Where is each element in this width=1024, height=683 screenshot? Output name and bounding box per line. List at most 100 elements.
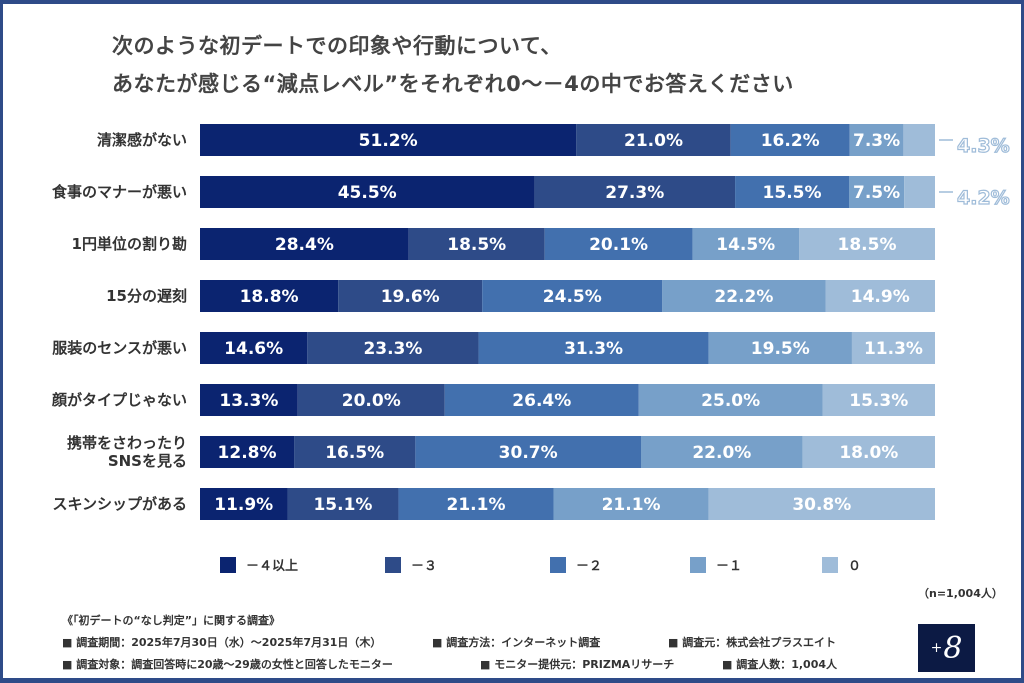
data-label: 16.2% — [761, 131, 820, 151]
survey-source: ■ 調査元：株式会社プラスエイト — [668, 636, 837, 649]
data-label: 25.0% — [701, 391, 760, 411]
bar-segment — [534, 176, 736, 208]
bar-segment — [200, 280, 339, 312]
category-label: 顔がタイプじゃない — [51, 391, 187, 409]
data-label: 7.5% — [853, 183, 900, 203]
chart-title-line1: 次のような初デートでの印象や行動について、 — [112, 34, 562, 58]
sample-size: （n=1,004人） — [918, 587, 1003, 600]
bar-segment — [849, 176, 905, 208]
data-label: 22.2% — [714, 287, 773, 307]
category-label: SNSを見る — [108, 452, 187, 470]
data-label: 18.0% — [839, 443, 898, 463]
category-label: スキンシップがある — [52, 495, 187, 513]
bar-segment — [307, 332, 479, 364]
footer-heading: 《「初デートの“なし判定”」に関する調査》 — [62, 614, 280, 627]
legend-label: ０ — [848, 559, 861, 574]
bar-segment — [294, 436, 416, 468]
data-label: 14.6% — [224, 339, 283, 359]
data-label: 19.6% — [381, 287, 440, 307]
bar-segment — [576, 124, 731, 156]
bar-segment — [200, 124, 577, 156]
survey-method: ■ 調査方法：インターネット調査 — [432, 636, 601, 649]
legend-swatch — [690, 557, 706, 573]
data-label: 28.4% — [275, 235, 334, 255]
bar-segment — [730, 124, 850, 156]
data-label: 26.4% — [512, 391, 571, 411]
bar-segment — [708, 332, 852, 364]
bar-segment — [641, 436, 803, 468]
legend-swatch — [220, 557, 236, 573]
data-label: 45.5% — [338, 183, 397, 203]
monitor-provider: ■ モニター提供元：PRIZMAリサーチ — [480, 658, 675, 671]
data-label: 31.3% — [564, 339, 623, 359]
legend-label: －１ — [716, 559, 742, 574]
bar-segment — [904, 176, 935, 208]
bar-segment — [200, 436, 295, 468]
category-label: 食事のマナーが悪い — [52, 183, 187, 201]
bar-segment — [708, 488, 935, 520]
bar-segment — [735, 176, 850, 208]
bar-segment — [825, 280, 935, 312]
data-label-outside: 4.2% — [957, 187, 1010, 209]
data-label-outside: 4.3% — [957, 135, 1010, 157]
category-label: 携帯をさわったり — [67, 434, 187, 452]
data-label: 14.5% — [716, 235, 775, 255]
chart-title-line2: あなたが感じる“減点レベル”をそれぞれ0〜－4の中でお答えください — [112, 72, 794, 96]
data-label: 20.1% — [589, 235, 648, 255]
category-label: 服装のセンスが悪い — [52, 339, 187, 357]
legend-label: －２ — [576, 559, 602, 574]
bar-segment — [200, 384, 298, 416]
bar-segment — [553, 488, 709, 520]
data-label: 15.3% — [849, 391, 908, 411]
bar-segment — [799, 228, 935, 260]
bar-segment — [692, 228, 800, 260]
survey-count: ■ 調査人数：1,004人 — [722, 658, 838, 671]
bar-segment — [851, 332, 935, 364]
bar-segment — [338, 280, 483, 312]
data-label: 16.5% — [325, 443, 384, 463]
bar-segment — [822, 384, 935, 416]
bar-segment — [478, 332, 709, 364]
data-label: 51.2% — [359, 131, 418, 151]
bar-segment — [544, 228, 693, 260]
bar-segment — [200, 176, 535, 208]
legend-swatch — [550, 557, 566, 573]
data-label: 30.8% — [792, 495, 851, 515]
legend-label: －４以上 — [246, 559, 298, 574]
bar-segment — [482, 280, 663, 312]
bar-segment — [802, 436, 935, 468]
bar-segment — [415, 436, 641, 468]
bar-segment — [408, 228, 545, 260]
data-label: 19.5% — [751, 339, 810, 359]
data-label: 21.0% — [624, 131, 683, 151]
data-label: 12.8% — [218, 443, 277, 463]
bar-segment — [849, 124, 904, 156]
bar-segment — [287, 488, 399, 520]
data-label: 18.5% — [838, 235, 897, 255]
data-label: 15.5% — [763, 183, 822, 203]
plus-eight-logo: +8 — [918, 624, 975, 672]
data-label: 15.1% — [313, 495, 372, 515]
data-label: 22.0% — [692, 443, 751, 463]
data-label: 18.5% — [447, 235, 506, 255]
survey-target: ■ 調査対象：調査回答時に20歳～29歳の女性と回答したモニター — [62, 658, 393, 671]
data-label: 11.3% — [864, 339, 923, 359]
data-label: 21.1% — [447, 495, 506, 515]
legend-swatch — [822, 557, 838, 573]
data-label: 14.9% — [851, 287, 910, 307]
bar-segment — [398, 488, 554, 520]
bar-segment — [444, 384, 639, 416]
data-label: 30.7% — [499, 443, 558, 463]
data-label: 27.3% — [605, 183, 664, 203]
legend-swatch — [385, 557, 401, 573]
survey-period: ■ 調査期間：2025年7月30日（水）～2025年7月31日（木） — [62, 636, 382, 649]
bar-segment — [903, 124, 935, 156]
bar-segment — [200, 488, 288, 520]
data-label: 21.1% — [602, 495, 661, 515]
data-label: 11.9% — [214, 495, 273, 515]
bar-segment — [662, 280, 826, 312]
data-label: 23.3% — [363, 339, 422, 359]
category-label: 1円単位の割り勘 — [72, 235, 187, 253]
data-label: 20.0% — [342, 391, 401, 411]
